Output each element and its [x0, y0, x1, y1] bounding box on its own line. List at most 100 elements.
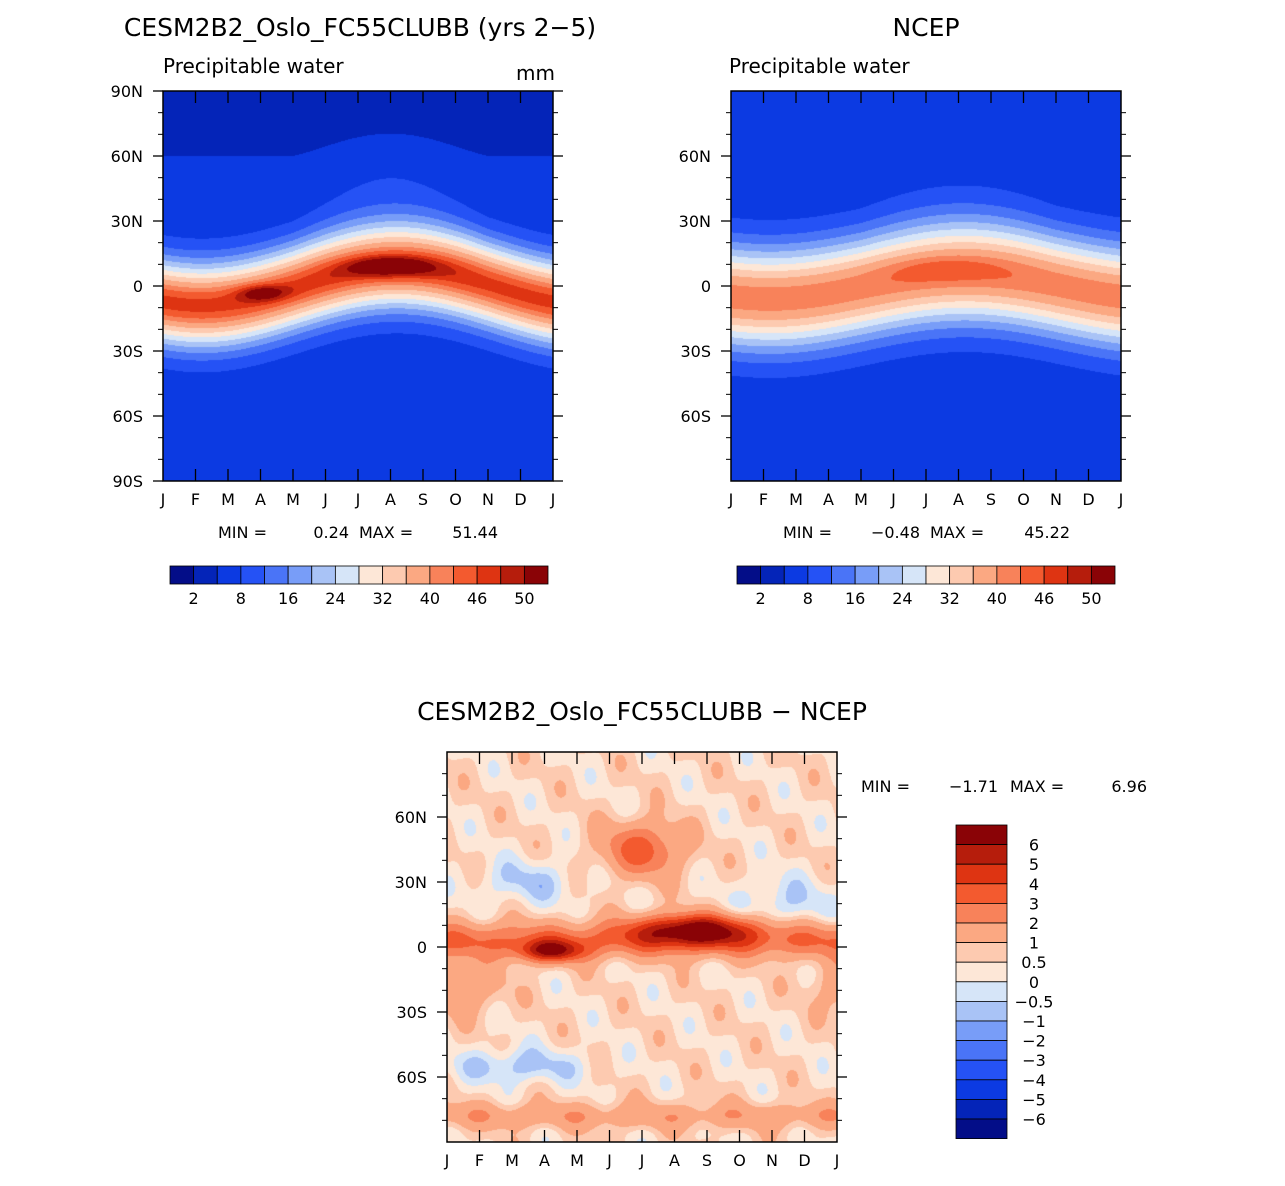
panel-model-max-label: MAX =	[359, 523, 413, 542]
panel-model-min-label: MIN =	[218, 523, 267, 542]
y-tick-label: 30S	[112, 342, 143, 361]
panel-obs-subtitle: Precipitable water	[729, 54, 910, 78]
colorbar-label: 4	[1029, 875, 1039, 894]
x-tick-label: S	[702, 1151, 712, 1170]
panel-obs-colorbar: 2 8 16 24 32 40 46 50	[736, 565, 1116, 608]
x-tick-label: M	[570, 1151, 584, 1170]
x-tick-label: F	[759, 490, 768, 509]
y-tick-label: 0	[701, 277, 711, 296]
x-tick-label: J	[160, 490, 166, 509]
x-tick-label: A	[823, 490, 834, 509]
y-tick-label: 0	[417, 938, 427, 957]
x-tick-label: A	[539, 1151, 550, 1170]
x-tick-label: J	[923, 490, 929, 509]
colorbar-label: −6	[1022, 1110, 1046, 1129]
y-tick-label: 30S	[396, 1003, 427, 1022]
colorbar-swatch	[405, 565, 431, 585]
colorbar-swatch	[264, 565, 289, 585]
colorbar-swatch	[1043, 565, 1069, 585]
x-tick-label: M	[505, 1151, 519, 1170]
colorbar-swatch	[955, 942, 1008, 963]
panel-obs-field	[731, 91, 1121, 481]
panel-model-colorbar: 2 8 16 24 32 40 46 50	[169, 565, 549, 608]
x-tick-label: J	[639, 1151, 645, 1170]
y-tick-label: 60S	[112, 407, 143, 426]
x-tick-label: J	[355, 490, 361, 509]
colorbar-swatch	[240, 565, 265, 585]
colorbar-swatch	[453, 565, 478, 585]
x-tick-label: N	[482, 490, 494, 509]
panel-obs-max-label: MAX =	[930, 523, 984, 542]
colorbar-swatch	[955, 1001, 1008, 1022]
colorbar-swatch	[169, 565, 195, 585]
y-tick-label: 30N	[679, 212, 711, 231]
colorbar-swatch	[955, 922, 1008, 944]
colorbar-swatch	[955, 844, 1008, 865]
panel-model-field	[163, 91, 553, 481]
x-tick-label: D	[798, 1151, 810, 1170]
x-tick-label: A	[255, 490, 266, 509]
colorbar-swatch	[216, 565, 242, 585]
colorbar-label: 32	[939, 589, 959, 608]
colorbar-swatch	[955, 903, 1008, 924]
colorbar-label: 32	[372, 589, 392, 608]
colorbar-swatch	[955, 824, 1008, 846]
colorbar-swatch	[972, 565, 998, 585]
y-tick-label: 60N	[679, 147, 711, 166]
x-tick-label: J	[550, 490, 556, 509]
x-tick-label: S	[986, 490, 996, 509]
panel-obs-min-value: −0.48	[871, 523, 920, 542]
colorbar-swatch	[955, 883, 1008, 904]
y-tick-label: 30S	[680, 342, 711, 361]
colorbar-swatch	[523, 565, 549, 585]
colorbar-swatch	[955, 961, 1008, 983]
panel-model-max-value: 51.44	[452, 523, 498, 542]
panel-diff-field	[447, 752, 837, 1142]
x-tick-label: D	[514, 490, 526, 509]
colorbar-swatch	[955, 1079, 1008, 1100]
x-tick-label: J	[444, 1151, 450, 1170]
x-tick-label: F	[191, 490, 200, 509]
colorbar-label: −2	[1022, 1032, 1046, 1051]
colorbar-label: −4	[1022, 1071, 1046, 1090]
colorbar-swatch	[831, 565, 856, 585]
x-tick-label: M	[221, 490, 235, 509]
colorbar-swatch	[311, 565, 336, 585]
y-tick-label: 30N	[395, 873, 427, 892]
colorbar-swatch	[193, 565, 218, 585]
panel-diff: CESM2B2_Oslo_FC55CLUBB − NCEP J F M A M J J A S O…	[395, 697, 1147, 1170]
colorbar-label: −1	[1022, 1012, 1046, 1031]
colorbar-label: 40	[420, 589, 440, 608]
y-tick-label: 60S	[680, 407, 711, 426]
y-tick-label: 60N	[395, 808, 427, 827]
x-tick-label: F	[475, 1151, 484, 1170]
colorbar-swatch	[783, 565, 809, 585]
colorbar-swatch	[949, 565, 974, 585]
panel-diff-title: CESM2B2_Oslo_FC55CLUBB − NCEP	[417, 697, 867, 726]
x-tick-label: S	[418, 490, 428, 509]
colorbar-label: 0	[1029, 973, 1039, 992]
x-tick-label: A	[669, 1151, 680, 1170]
colorbar-swatch	[760, 565, 785, 585]
x-tick-label: J	[834, 1151, 840, 1170]
colorbar-swatch	[476, 565, 502, 585]
panel-obs-title: NCEP	[892, 13, 959, 42]
colorbar-label: 40	[987, 589, 1007, 608]
colorbar-swatch	[429, 565, 454, 585]
x-tick-label: J	[606, 1151, 612, 1170]
colorbar-label: 16	[845, 589, 865, 608]
colorbar-swatch	[996, 565, 1021, 585]
x-tick-label: J	[322, 490, 328, 509]
x-tick-label: O	[449, 490, 462, 509]
x-tick-label: M	[286, 490, 300, 509]
panel-model-title: CESM2B2_Oslo_FC55CLUBB (yrs 2−5)	[124, 13, 596, 42]
colorbar-swatch	[955, 1099, 1008, 1120]
colorbar-swatch	[1020, 565, 1045, 585]
colorbar-swatch	[334, 565, 360, 585]
x-tick-label: J	[728, 490, 734, 509]
panel-diff-min-value: −1.71	[949, 777, 998, 796]
x-tick-label: J	[1118, 490, 1124, 509]
colorbar-swatch	[1067, 565, 1092, 585]
